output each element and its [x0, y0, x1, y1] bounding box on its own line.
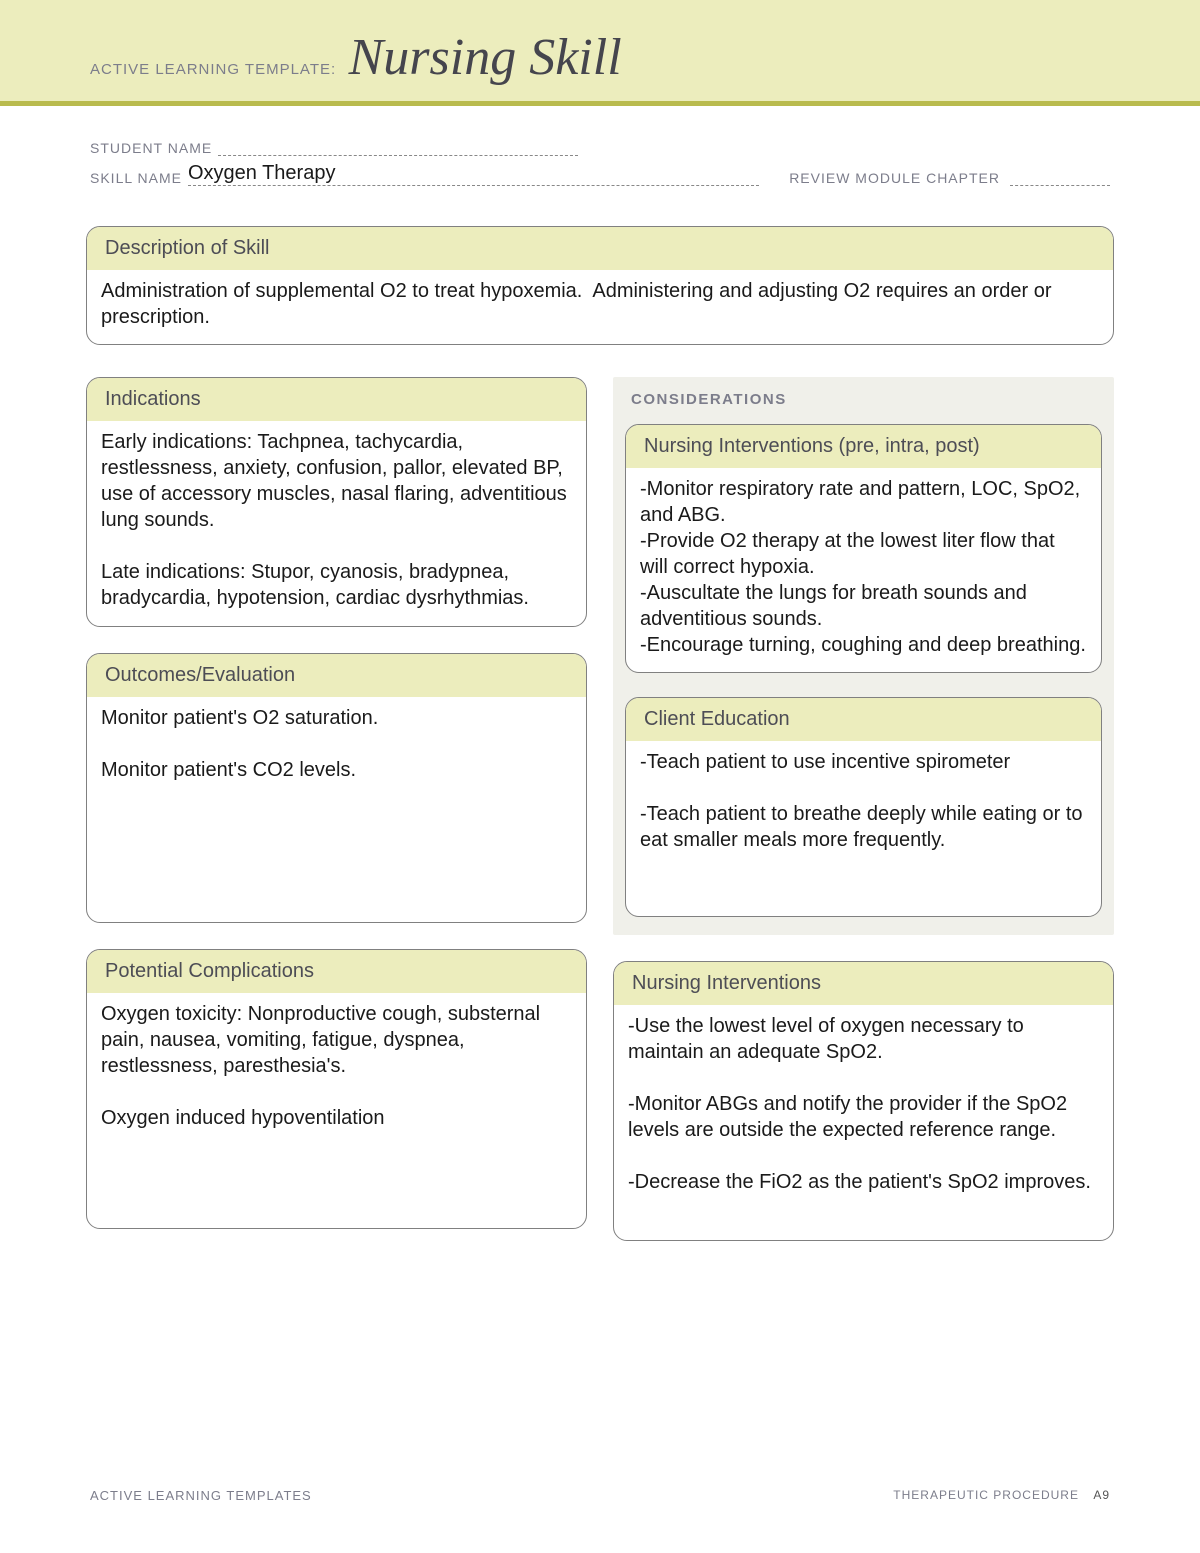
student-name-label: STUDENT NAME	[90, 140, 212, 156]
nursing-pre-body: -Monitor respiratory rate and pattern, L…	[626, 468, 1101, 672]
footer-left: ACTIVE LEARNING TEMPLATES	[90, 1488, 312, 1503]
complications-box: Potential Complications Oxygen toxicity:…	[86, 949, 587, 1229]
indications-box: Indications Early indications: Tachpnea,…	[86, 377, 587, 627]
considerations-label: CONSIDERATIONS	[625, 389, 1102, 424]
indications-title: Indications	[87, 378, 586, 421]
skill-name-line[interactable]: Oxygen Therapy	[188, 166, 759, 186]
outcomes-body: Monitor patient's O2 saturation. Monitor…	[87, 697, 586, 797]
nursing-pre-title: Nursing Interventions (pre, intra, post)	[626, 425, 1101, 468]
nursing-pre-box: Nursing Interventions (pre, intra, post)…	[625, 424, 1102, 673]
header-prefix: ACTIVE LEARNING TEMPLATE:	[90, 61, 336, 78]
description-title: Description of Skill	[87, 227, 1113, 270]
right-column: CONSIDERATIONS Nursing Interventions (pr…	[613, 377, 1114, 1241]
review-line[interactable]	[1010, 168, 1110, 186]
nursing-int-title: Nursing Interventions	[614, 962, 1113, 1005]
nursing-int-box: Nursing Interventions -Use the lowest le…	[613, 961, 1114, 1241]
skill-name-value: Oxygen Therapy	[188, 162, 336, 185]
complications-title: Potential Complications	[87, 950, 586, 993]
footer-right: THERAPEUTIC PROCEDURE A9	[893, 1488, 1110, 1503]
footer: ACTIVE LEARNING TEMPLATES THERAPEUTIC PR…	[90, 1488, 1110, 1503]
skill-name-label: SKILL NAME	[90, 170, 182, 186]
left-column: Indications Early indications: Tachpnea,…	[86, 377, 587, 1241]
client-edu-title: Client Education	[626, 698, 1101, 741]
skill-review-row: SKILL NAME Oxygen Therapy REVIEW MODULE …	[90, 166, 1110, 186]
student-name-row: STUDENT NAME	[90, 136, 1110, 156]
footer-code: A9	[1093, 1488, 1110, 1502]
outcomes-box: Outcomes/Evaluation Monitor patient's O2…	[86, 653, 587, 923]
outcomes-title: Outcomes/Evaluation	[87, 654, 586, 697]
page: ACTIVE LEARNING TEMPLATE: Nursing Skill …	[0, 0, 1200, 1553]
indications-body: Early indications: Tachpnea, tachycardia…	[87, 421, 586, 625]
header-title: Nursing Skill	[349, 29, 622, 86]
complications-body: Oxygen toxicity: Nonproductive cough, su…	[87, 993, 586, 1145]
student-name-line[interactable]	[218, 136, 578, 156]
description-body: Administration of supplemental O2 to tre…	[87, 270, 1113, 344]
nursing-int-body: -Use the lowest level of oxygen necessar…	[614, 1005, 1113, 1209]
content-area: Description of Skill Administration of s…	[0, 196, 1200, 1241]
meta-section: STUDENT NAME SKILL NAME Oxygen Therapy R…	[0, 106, 1200, 196]
review-label: REVIEW MODULE CHAPTER	[789, 170, 1000, 186]
client-edu-box: Client Education -Teach patient to use i…	[625, 697, 1102, 917]
columns: Indications Early indications: Tachpnea,…	[86, 377, 1114, 1241]
considerations-section: CONSIDERATIONS Nursing Interventions (pr…	[613, 377, 1114, 935]
footer-right-text: THERAPEUTIC PROCEDURE	[893, 1488, 1079, 1502]
header-band: ACTIVE LEARNING TEMPLATE: Nursing Skill	[0, 0, 1200, 106]
description-box: Description of Skill Administration of s…	[86, 226, 1114, 345]
client-edu-body: -Teach patient to use incentive spiromet…	[626, 741, 1101, 867]
